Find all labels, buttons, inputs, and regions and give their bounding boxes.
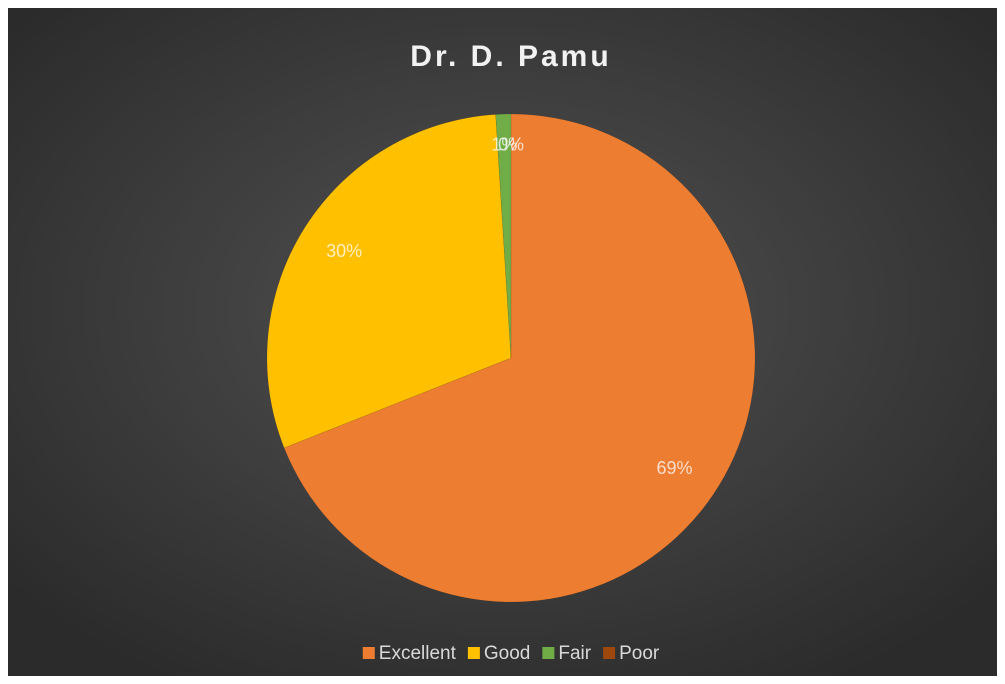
legend-label: Fair xyxy=(558,643,591,664)
legend-label: Poor xyxy=(619,643,660,664)
legend-swatch xyxy=(542,647,555,659)
pie-slice xyxy=(266,114,512,449)
legend-swatch xyxy=(603,647,616,659)
legend-swatch xyxy=(467,647,480,659)
data-label: 1% xyxy=(491,135,517,155)
legend: Excellent Good Fair Poor xyxy=(362,643,660,664)
pie: 69% 30% 1%0% xyxy=(266,113,756,603)
pie-slice xyxy=(495,113,512,359)
legend-swatch xyxy=(362,647,375,659)
data-label: 30% xyxy=(326,241,362,261)
legend-label: Excellent xyxy=(379,643,457,664)
pie-slice xyxy=(283,113,756,603)
chart-title: Dr. D. Pamu xyxy=(410,40,611,73)
legend-label: Good xyxy=(484,643,530,664)
data-label: 0% xyxy=(498,134,524,154)
data-label: 69% xyxy=(656,458,692,478)
